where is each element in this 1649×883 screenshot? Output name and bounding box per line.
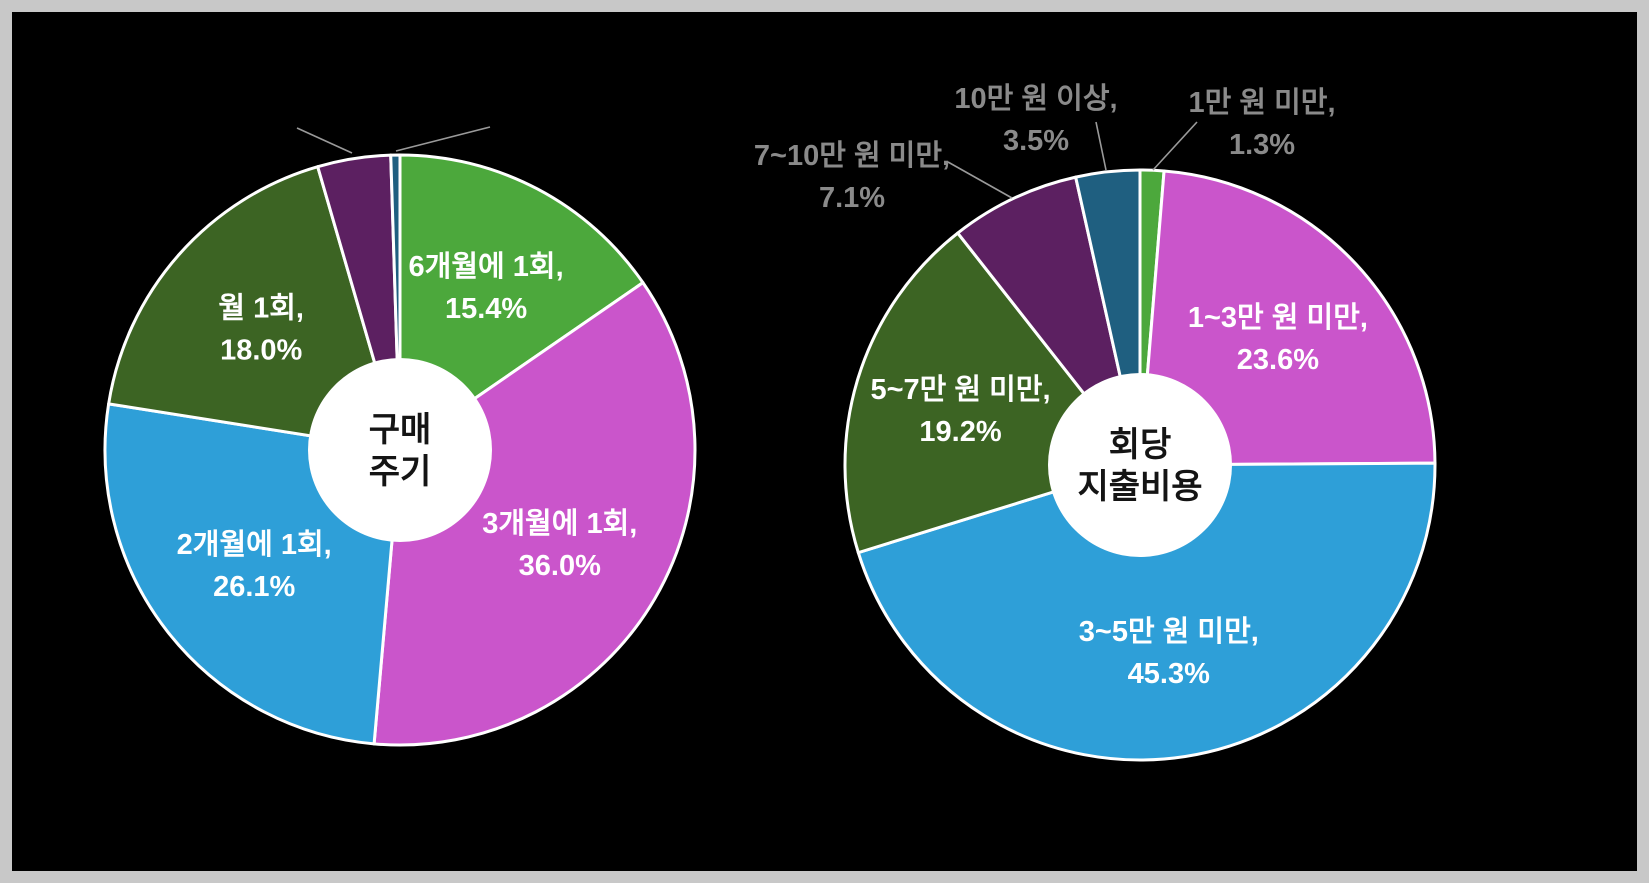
outside-slice-label: 7~10만 원 미만, 7.1% xyxy=(754,139,950,214)
slice-label: 1~3만 원 미만, 23.6% xyxy=(1188,301,1368,376)
pie-slice xyxy=(398,153,645,452)
chart-center-title: 회당 지출비용 xyxy=(1077,426,1202,506)
pie-slice xyxy=(372,281,697,747)
slice-label: 5~7만 원 미만, 19.2% xyxy=(870,373,1050,448)
pie-slice xyxy=(1138,169,1437,467)
slice-label: 월 1회, 18.0% xyxy=(218,292,304,367)
leader-line xyxy=(296,127,353,154)
slice-label: 3개월에 1회, 36.0% xyxy=(482,507,637,582)
donut-hole xyxy=(308,358,492,542)
slice-label: 3~5만 원 미만, 45.3% xyxy=(1079,615,1259,690)
leader-line xyxy=(947,161,1013,199)
leader-line xyxy=(1095,121,1107,171)
chart-center-title: 구매 주기 xyxy=(369,411,432,491)
leader-line xyxy=(1152,121,1198,171)
outside-slice-label: 10만 원 이상, 3.5% xyxy=(954,82,1117,157)
slice-label: 6개월에 1회, 15.4% xyxy=(409,250,564,325)
pie-chart-1: 1만 원 미만, 1.3% 1~3만 원 미만, 23.6% 3~5만 원 미만, 45.… xyxy=(754,82,1437,762)
donut-hole xyxy=(1048,373,1232,557)
pie-slice xyxy=(856,461,1437,762)
pie-slice xyxy=(107,165,402,452)
pie-chart-0: 6개월에 1회, 15.4% 3개월에 1회, 36.0% 2개월에 1회, 26.1% 월… xyxy=(103,126,697,747)
leader-line xyxy=(395,126,491,152)
outside-slice-label: 1만 원 미만, 1.3% xyxy=(1188,86,1335,161)
slice-label: 2개월에 1회, 26.1% xyxy=(177,528,332,603)
